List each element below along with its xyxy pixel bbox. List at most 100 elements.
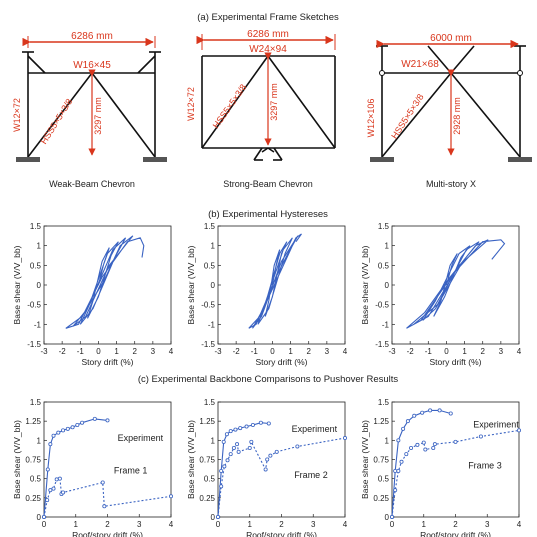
data-point <box>295 444 300 449</box>
x-tick-label: -1 <box>251 347 259 356</box>
hysteresis-3-series-line <box>406 239 506 329</box>
x-tick-label: 1 <box>288 347 293 356</box>
x-tick-label: 1 <box>114 347 119 356</box>
data-point <box>389 515 394 520</box>
y-tick-label: 1 <box>385 436 390 445</box>
x-tick-label: 0 <box>216 520 221 529</box>
y-tick-label: -0.5 <box>375 301 389 310</box>
frame2-brace-label: HSS5×5×3/8 <box>211 82 249 130</box>
data-point <box>168 494 173 499</box>
data-point <box>448 411 453 416</box>
data-point <box>75 422 80 427</box>
data-point <box>453 439 458 444</box>
y-tick-label: 0 <box>37 281 42 290</box>
data-point <box>228 429 233 434</box>
data-point <box>48 442 53 447</box>
data-point <box>268 453 273 458</box>
y-tick-label: 1.25 <box>25 417 41 426</box>
y-tick-label: 0 <box>385 513 390 522</box>
frame3-column-label: W12×106 <box>366 99 376 138</box>
data-point <box>409 445 414 450</box>
backbone-1-chart: 0 1 2 3 4 0 0.25 0.5 0.75 1 1.25 1.5 Roof/story drif… <box>12 398 174 537</box>
data-point <box>80 420 85 425</box>
y-tick-label: 1 <box>37 436 42 445</box>
y-tick-label: 0 <box>211 281 216 290</box>
y-tick-label: -1.5 <box>27 340 41 349</box>
data-point <box>231 445 236 450</box>
frame1-span-label: 6286 mm <box>71 31 113 42</box>
frame3-span-label: 6000 mm <box>430 33 472 44</box>
y-tick-label: 1.25 <box>373 417 389 426</box>
y-tick-label: 0 <box>211 513 216 522</box>
data-point <box>56 430 61 435</box>
frame1-brace-label: HSS5×5×3/8 <box>39 97 75 146</box>
x-tick-label: 3 <box>499 347 504 356</box>
x-tick-label: -3 <box>214 347 222 356</box>
hysteresis-1-ylabel: Base shear (V/V_bb) <box>12 245 22 324</box>
data-point <box>265 457 270 462</box>
data-point <box>517 428 522 433</box>
x-tick-label: -2 <box>233 347 241 356</box>
hysteresis-2-xlabel: Story drift (%) <box>256 357 308 367</box>
y-tick-label: 1.5 <box>204 398 216 407</box>
data-point <box>244 424 249 429</box>
y-tick-label: 0.25 <box>199 494 215 503</box>
y-tick-label: 0 <box>385 281 390 290</box>
data-point <box>393 488 398 493</box>
frame2-height-label: 3297 mm <box>269 83 279 121</box>
x-tick-label: 4 <box>517 347 522 356</box>
backbone-2-ylabel: Base shear (V/V_bb) <box>186 420 196 499</box>
section-title-c: (c) Experimental Backbone Comparisons to… <box>138 374 399 385</box>
hysteresis-2-axes-frame <box>217 225 346 345</box>
frame-sketch-multi-story-x: 6000 mm W21×68 W12×106 HSS5×5×3/8 2928 m… <box>366 33 532 189</box>
backbone-2-series-experiment <box>217 422 269 518</box>
y-tick-label: 0.5 <box>378 475 390 484</box>
y-tick-label: -0.5 <box>201 301 215 310</box>
y-tick-label: 0.75 <box>25 456 41 465</box>
data-point <box>100 480 105 485</box>
x-tick-label: 2 <box>279 520 284 529</box>
data-point <box>236 449 241 454</box>
y-tick-label: 0.5 <box>204 475 216 484</box>
backbone-2-annotation: Experiment <box>292 424 338 434</box>
data-point <box>51 433 56 438</box>
y-tick-label: 1.5 <box>378 398 390 407</box>
frame-sketch-strong-beam-chevron: 6286 mm W24×94 W12×72 HSS5×5×3/8 3297 mm… <box>186 29 336 189</box>
section-title-a: (a) Experimental Frame Sketches <box>197 12 339 23</box>
frame3-height-label: 2928 mm <box>452 97 462 135</box>
backbone-2-series-frame-2 <box>217 437 346 518</box>
backbone-2-axes-frame <box>217 401 346 518</box>
x-tick-label: 1 <box>74 520 79 529</box>
backbone-1-series-frame-1 <box>43 478 172 518</box>
hysteresis-3-chart: -3 -2 -1 0 1 2 3 4 -1.5 -1 -0.5 0 0.5 1 1.5 Story drift… <box>360 222 522 367</box>
x-tick-label: 2 <box>480 347 485 356</box>
data-point <box>224 432 229 437</box>
data-point <box>412 413 417 418</box>
y-tick-label: -1 <box>382 320 390 329</box>
frame2-column-label: W12×72 <box>186 87 196 121</box>
frame3-beam-label: W21×68 <box>401 59 439 70</box>
x-tick-label: 4 <box>517 520 522 529</box>
x-tick-label: 2 <box>306 347 311 356</box>
data-point <box>478 434 483 439</box>
x-tick-label: 1 <box>422 520 427 529</box>
y-tick-label: 1.5 <box>204 222 216 231</box>
y-tick-label: 1 <box>37 242 42 251</box>
frame3-brace-label: HSS5×5×3/8 <box>389 92 425 141</box>
y-tick-label: 1.5 <box>30 398 42 407</box>
y-tick-label: -1.5 <box>201 340 215 349</box>
data-point <box>431 445 436 450</box>
y-tick-label: -0.5 <box>27 301 41 310</box>
backbone-1-annotation: Experiment <box>118 433 164 443</box>
x-tick-label: 3 <box>151 347 156 356</box>
chart-panels: -3 -2 -1 0 1 2 3 4 -1.5 -1 -0.5 0 0.5 1 1.5 Story drift… <box>12 222 522 537</box>
data-point <box>65 426 70 431</box>
hysteresis-1-xlabel: Story drift (%) <box>82 357 134 367</box>
backbone-3-annotation: Frame 3 <box>468 461 502 471</box>
data-point <box>57 476 62 481</box>
x-tick-label: -2 <box>59 347 67 356</box>
data-point <box>401 426 406 431</box>
x-tick-label: 0 <box>390 520 395 529</box>
x-tick-label: 0 <box>444 347 449 356</box>
hysteresis-3-ylabel: Base shear (V/V_bb) <box>360 245 370 324</box>
